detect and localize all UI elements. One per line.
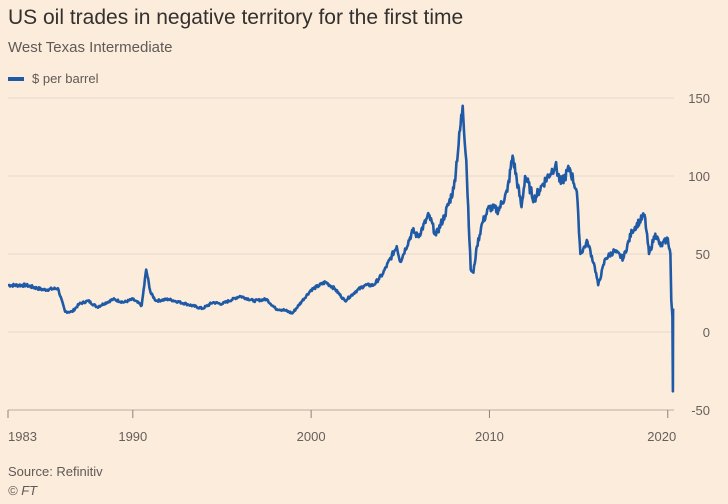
x-tick-label: 2020 xyxy=(647,429,676,444)
legend: $ per barrel xyxy=(8,71,98,86)
y-tick-label: 0 xyxy=(703,325,710,340)
credit-note: © FT xyxy=(8,483,38,498)
source-note: Source: Refinitiv xyxy=(8,464,103,479)
series-line-0 xyxy=(7,104,675,393)
x-tick-label: 1983 xyxy=(8,429,37,444)
x-tick-label: 1990 xyxy=(118,429,147,444)
y-tick-label: 100 xyxy=(688,169,710,184)
y-tick-label: -50 xyxy=(691,403,710,418)
x-axis: 1983 1990 2000 2010 2020 xyxy=(7,409,676,444)
x-tick-label: 2010 xyxy=(475,429,504,444)
series-layer xyxy=(7,104,675,393)
y-tick-label: 150 xyxy=(688,91,710,106)
legend-label: $ per barrel xyxy=(32,71,99,86)
x-tick-label: 2000 xyxy=(297,429,326,444)
y-axis: 150 100 50 0 -50 xyxy=(688,91,710,418)
legend-swatch xyxy=(8,76,24,81)
chart-title: US oil trades in negative territory for … xyxy=(8,6,464,29)
y-tick-label: 50 xyxy=(696,247,710,262)
chart-subtitle: West Texas Intermediate xyxy=(8,39,173,56)
grid-lines xyxy=(8,97,674,411)
